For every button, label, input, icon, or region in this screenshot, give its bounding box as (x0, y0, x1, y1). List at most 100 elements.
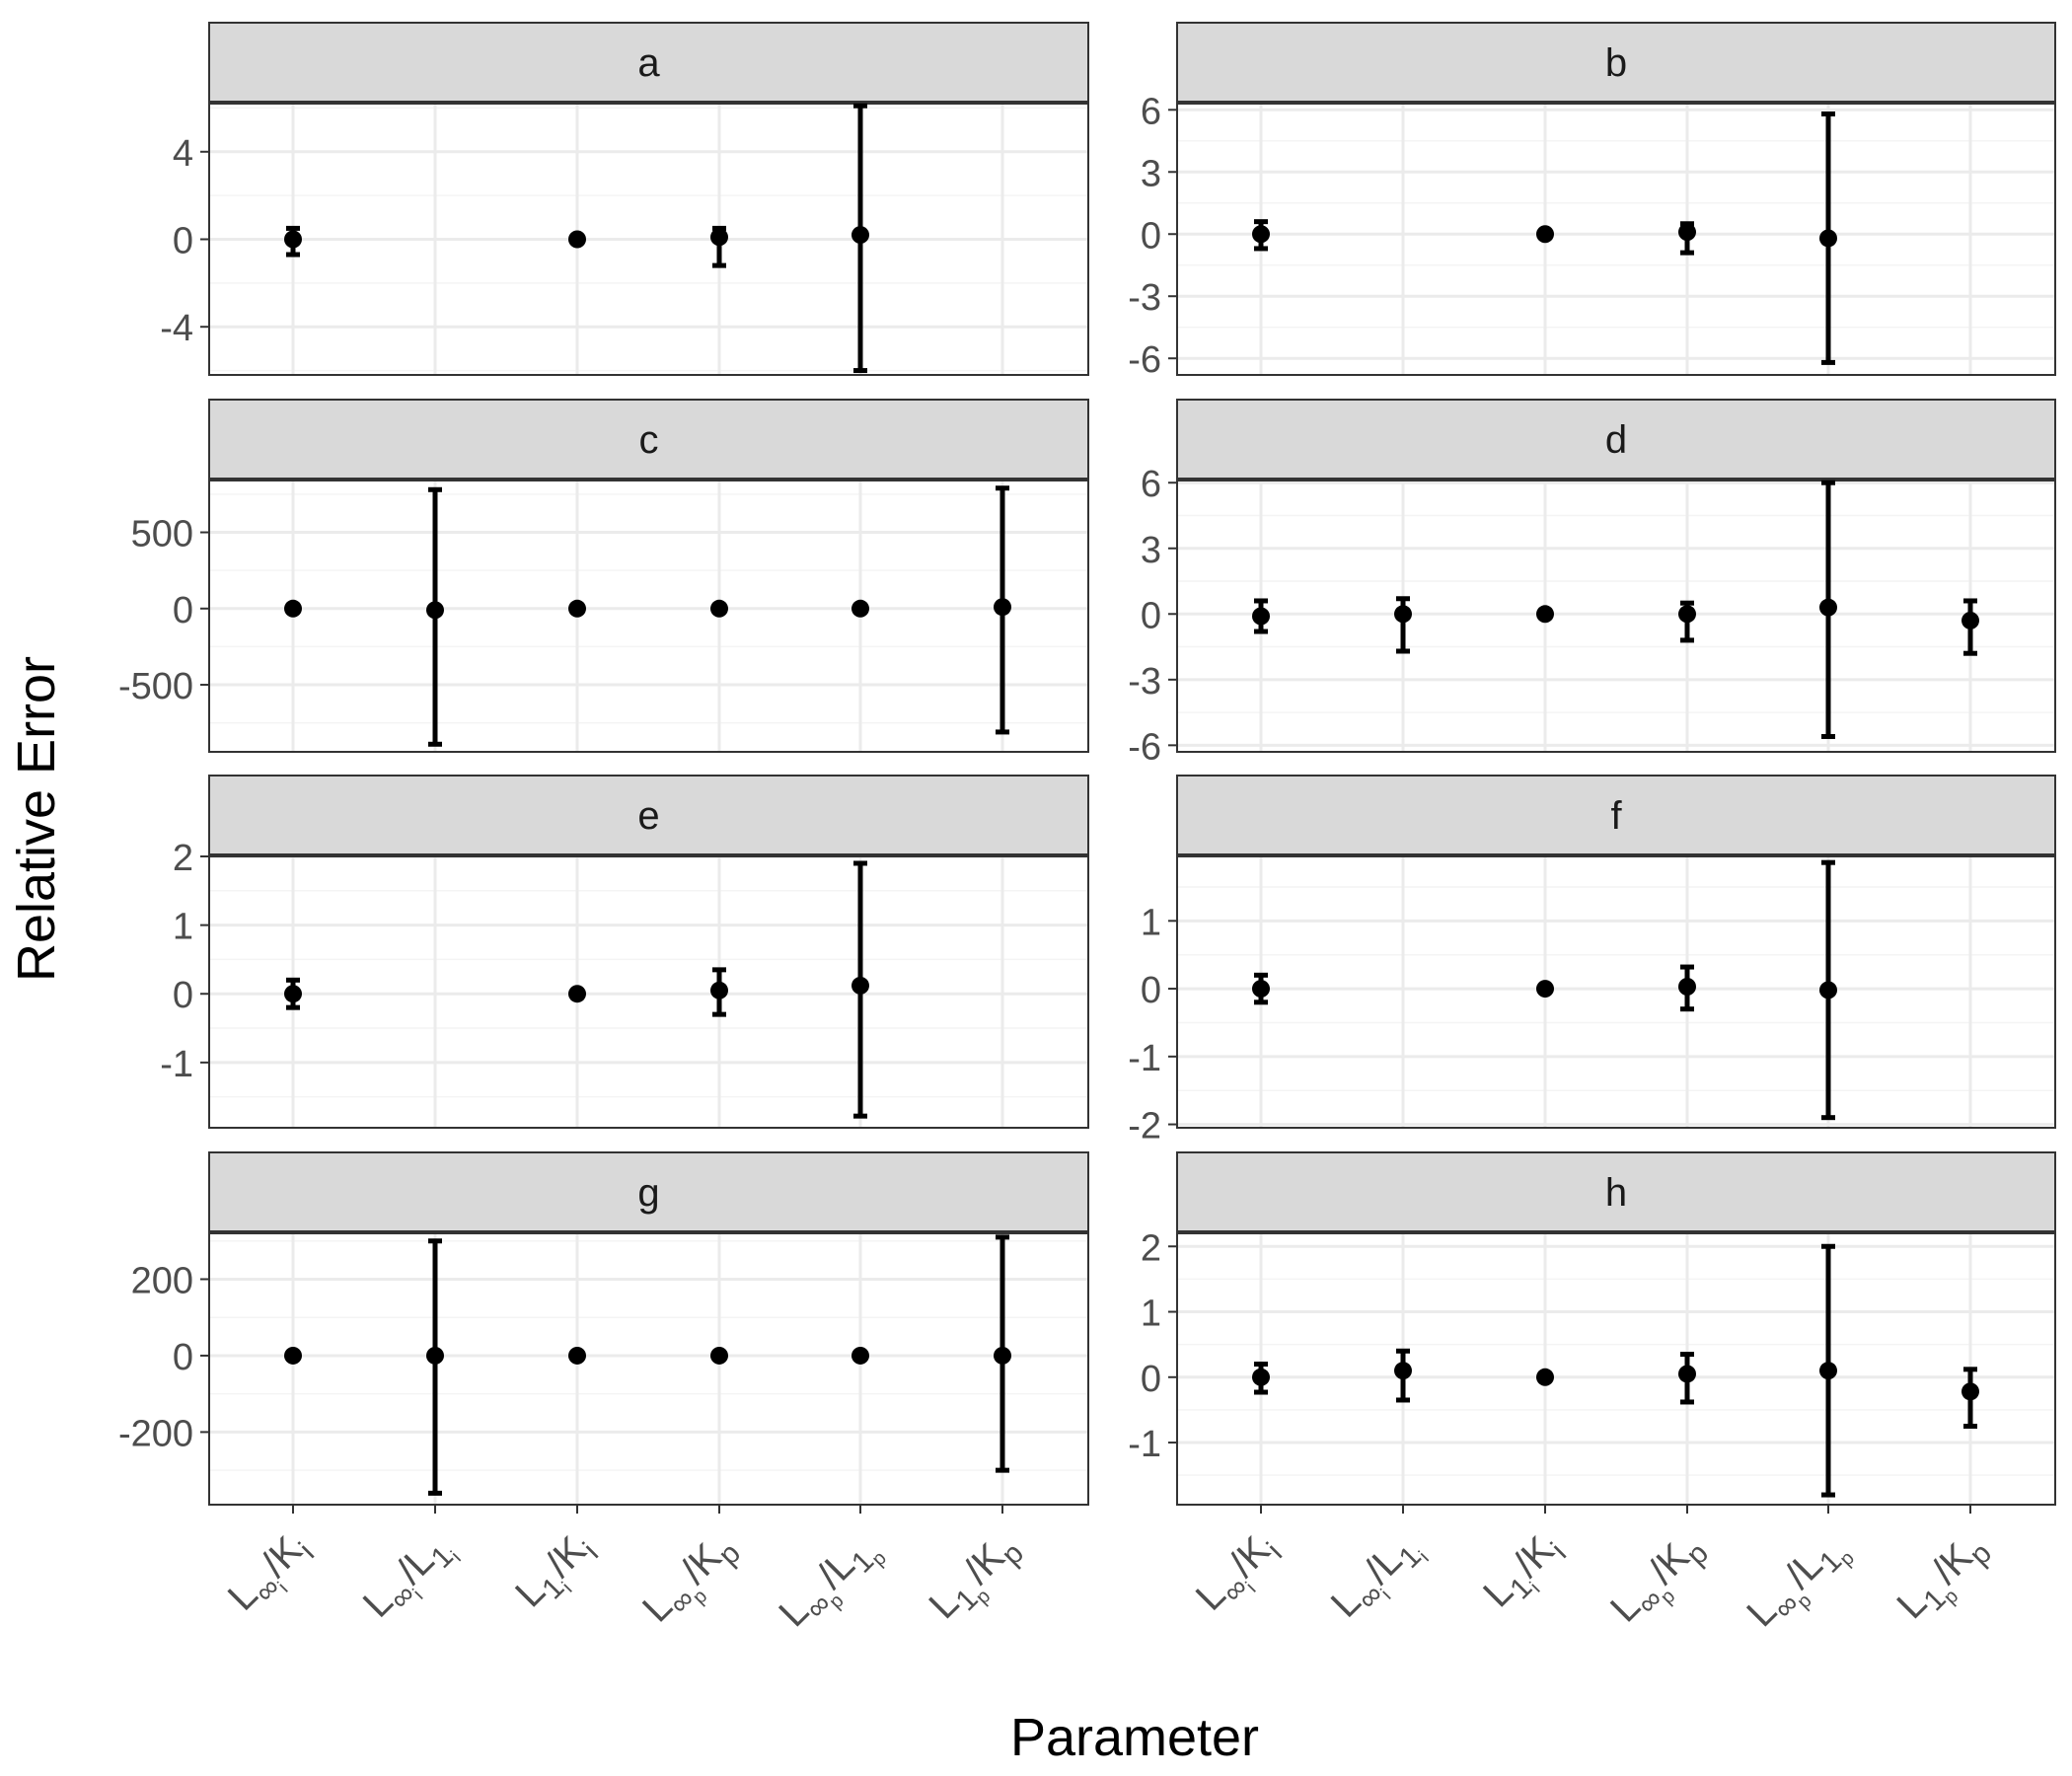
x-tick-label: L1i/Ki (1475, 1523, 1576, 1624)
data-point (851, 226, 869, 245)
facet-strip-label: c (639, 418, 659, 462)
y-tick-label: 4 (173, 133, 193, 175)
data-point (1252, 980, 1270, 999)
data-point (284, 230, 302, 249)
y-tick-label: 1 (1141, 902, 1161, 943)
y-tick-label: 0 (1141, 215, 1161, 257)
data-point (710, 228, 728, 247)
data-point (1961, 611, 1979, 629)
facet-strip (1176, 22, 2056, 103)
x-tick-label: L∞p/L1p (1739, 1523, 1859, 1644)
x-tick-label: L1p/Kp (921, 1523, 1033, 1636)
panel-background (1177, 104, 2055, 375)
facet-strip (208, 22, 1089, 103)
data-point (710, 599, 728, 618)
data-point (1678, 223, 1696, 242)
y-tick-label: 0 (1141, 1359, 1161, 1400)
y-tick-label: 3 (1141, 153, 1161, 194)
data-point (426, 1346, 444, 1365)
data-point (1961, 1382, 1979, 1401)
data-point (710, 1346, 728, 1365)
y-tick-label: 0 (1141, 970, 1161, 1011)
data-point (1819, 598, 1837, 617)
x-tick-label: L1p/Kp (1888, 1523, 2001, 1636)
facet-strip-label: h (1605, 1171, 1627, 1215)
panel-b: b 6 3 0 -3 -6 (1128, 22, 2056, 381)
data-point (851, 1346, 869, 1365)
data-point (1536, 605, 1554, 624)
y-tick-label: -1 (1128, 1424, 1161, 1465)
x-tick-label: L∞i/L1i (1323, 1523, 1434, 1634)
data-point (284, 1346, 302, 1365)
panel-background (209, 1233, 1088, 1505)
data-point (426, 601, 444, 620)
data-point (851, 599, 869, 618)
facet-strip-label: b (1605, 41, 1627, 85)
panel-background (1177, 1233, 2055, 1505)
data-point (1819, 981, 1837, 999)
data-point (1536, 980, 1554, 999)
data-point (1394, 605, 1412, 624)
data-point (1252, 607, 1270, 626)
data-point (994, 598, 1011, 617)
y-tick-label: 6 (1141, 91, 1161, 132)
data-point (1536, 1368, 1554, 1386)
panel-f: f 1 0 -1 -2 (1128, 775, 2056, 1147)
data-point (284, 599, 302, 618)
panel-g: g 200 0 -200 L∞i/Ki L∞i/L1i L1i/Ki L∞p/KpL∞p/L1… (118, 1151, 1089, 1644)
y-tick-label: -6 (1128, 726, 1161, 768)
facet-strip-label: g (637, 1171, 659, 1215)
facet-strip (1176, 1151, 2056, 1232)
panel-border (208, 1232, 1089, 1506)
y-tick-label: -1 (1128, 1038, 1161, 1079)
facet-strip-label: d (1605, 418, 1627, 462)
y-tick-label: 0 (173, 1337, 193, 1378)
y-tick-label: 0 (173, 221, 193, 262)
y-tick-label: -4 (160, 308, 193, 349)
panel-h: h 2 1 0 -1 L∞i/Ki L∞i/L1i L1i/Ki L∞p/KpL∞p/L1p L1… (1128, 1151, 2056, 1644)
facet-strip-label: a (637, 41, 660, 85)
facet-strip (1176, 399, 2056, 480)
y-tick-label: -1 (160, 1044, 193, 1085)
panel-d: d 6 3 0 -3 -6 (1128, 399, 2056, 768)
x-tick-label: L∞i/Ki (1188, 1523, 1292, 1627)
y-tick-label: -200 (118, 1413, 193, 1454)
x-tick-label: L∞i/L1i (355, 1523, 466, 1634)
x-axis-title: Parameter (1009, 1708, 1260, 1767)
y-axis-title: Relative Error (2, 592, 71, 1046)
panel-border (208, 480, 1089, 753)
facet-strip (1176, 775, 2056, 855)
x-tick-label: L∞i/Ki (220, 1523, 324, 1627)
panel-border (1176, 855, 2056, 1129)
y-tick-label: -2 (1128, 1106, 1161, 1147)
x-tick-label: L1i/Ki (507, 1523, 608, 1624)
data-point (568, 599, 586, 618)
panel-background (1177, 481, 2055, 752)
y-tick-label: 500 (131, 514, 193, 555)
y-tick-label: 2 (1141, 1227, 1161, 1269)
data-point (284, 985, 302, 1003)
x-tick-label: L∞p/L1p (771, 1523, 891, 1644)
panel-a: a 4 0 -4 (160, 22, 1089, 376)
panel-border (1176, 103, 2056, 376)
panel-e: e 2 1 0 -1 (160, 775, 1089, 1129)
data-point (568, 230, 586, 249)
facet-strip-label: e (637, 794, 659, 838)
y-tick-label: 0 (173, 975, 193, 1016)
data-point (1678, 978, 1696, 996)
y-tick-label: 1 (173, 907, 193, 948)
y-tick-label: 6 (1141, 464, 1161, 505)
y-tick-label: -6 (1128, 339, 1161, 381)
panel-background (1177, 856, 2055, 1128)
y-axis-title-text: Relative Error (7, 655, 66, 983)
data-point (1252, 225, 1270, 244)
data-point (994, 1346, 1011, 1365)
panel-border (208, 855, 1089, 1129)
y-tick-label: 0 (1141, 595, 1161, 636)
x-tick-label: L∞p/Kp (634, 1523, 750, 1639)
y-tick-label: 2 (173, 838, 193, 879)
panel-border (1176, 480, 2056, 753)
data-point (710, 981, 728, 999)
facet-strip (208, 775, 1089, 855)
